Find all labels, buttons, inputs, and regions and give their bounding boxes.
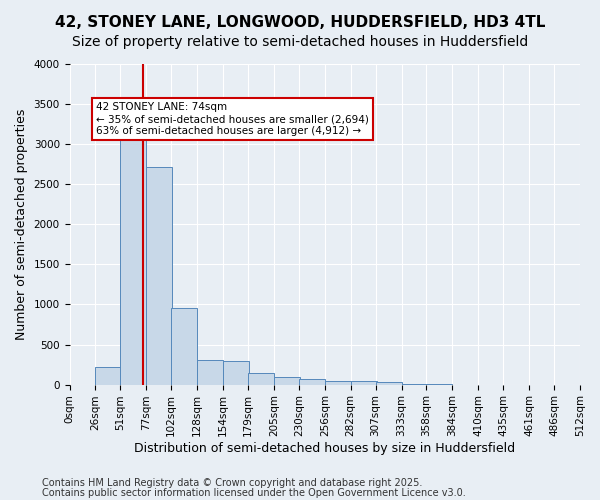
Bar (299, 379, 325, 384)
Text: 42, STONEY LANE, LONGWOOD, HUDDERSFIELD, HD3 4TL: 42, STONEY LANE, LONGWOOD, HUDDERSFIELD,… (55, 15, 545, 30)
Bar (248, 372, 274, 384)
Bar (171, 308, 197, 384)
Text: Contains HM Land Registry data © Crown copyright and database right 2025.: Contains HM Land Registry data © Crown c… (42, 478, 422, 488)
Bar (197, 360, 223, 384)
Bar (146, 166, 172, 384)
Bar (350, 382, 377, 384)
Text: Contains public sector information licensed under the Open Government Licence v3: Contains public sector information licen… (42, 488, 466, 498)
Bar (223, 360, 249, 384)
Bar (376, 382, 401, 384)
Y-axis label: Number of semi-detached properties: Number of semi-detached properties (15, 108, 28, 340)
Text: 42 STONEY LANE: 74sqm
← 35% of semi-detached houses are smaller (2,694)
63% of s: 42 STONEY LANE: 74sqm ← 35% of semi-deta… (97, 102, 370, 136)
Bar (274, 376, 300, 384)
X-axis label: Distribution of semi-detached houses by size in Huddersfield: Distribution of semi-detached houses by … (134, 442, 515, 455)
Bar (121, 129, 146, 384)
Bar (95, 367, 121, 384)
Text: Size of property relative to semi-detached houses in Huddersfield: Size of property relative to semi-detach… (72, 35, 528, 49)
Bar (325, 380, 350, 384)
